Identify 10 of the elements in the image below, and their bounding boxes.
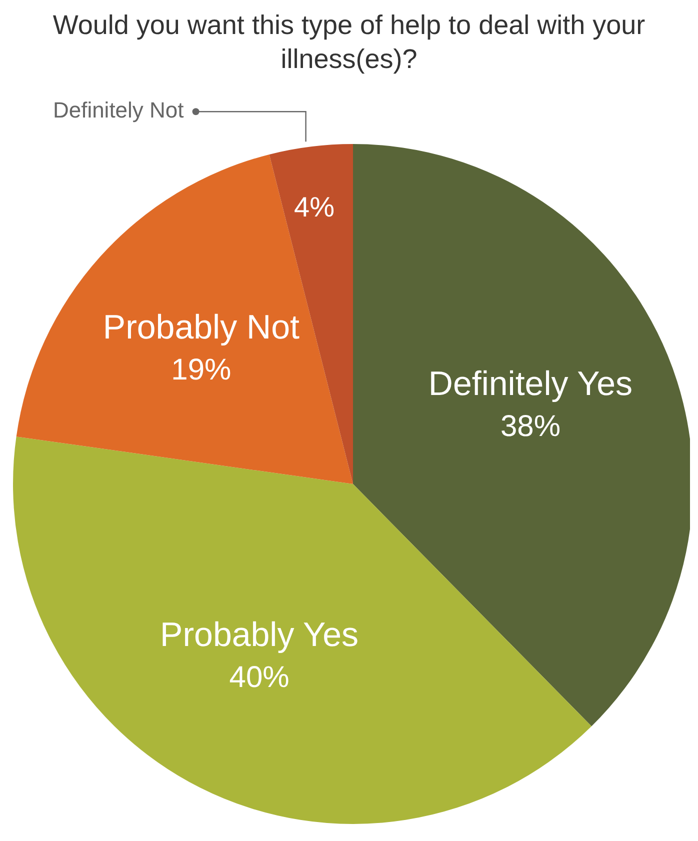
slice-label: Probably Yes <box>160 616 359 654</box>
slice-label: Definitely Yes <box>428 365 633 404</box>
slice-label: Definitely Not <box>52 97 184 122</box>
slice-label: Probably Not <box>102 308 300 346</box>
chart-title: Would you want this type of help to deal with your illness(es)? <box>52 9 646 76</box>
data-label: 19% <box>171 353 232 386</box>
data-label: 38% <box>500 410 561 444</box>
data-label: 40% <box>229 661 290 694</box>
pie-slice <box>16 154 353 484</box>
data-label: 4% <box>294 191 334 222</box>
